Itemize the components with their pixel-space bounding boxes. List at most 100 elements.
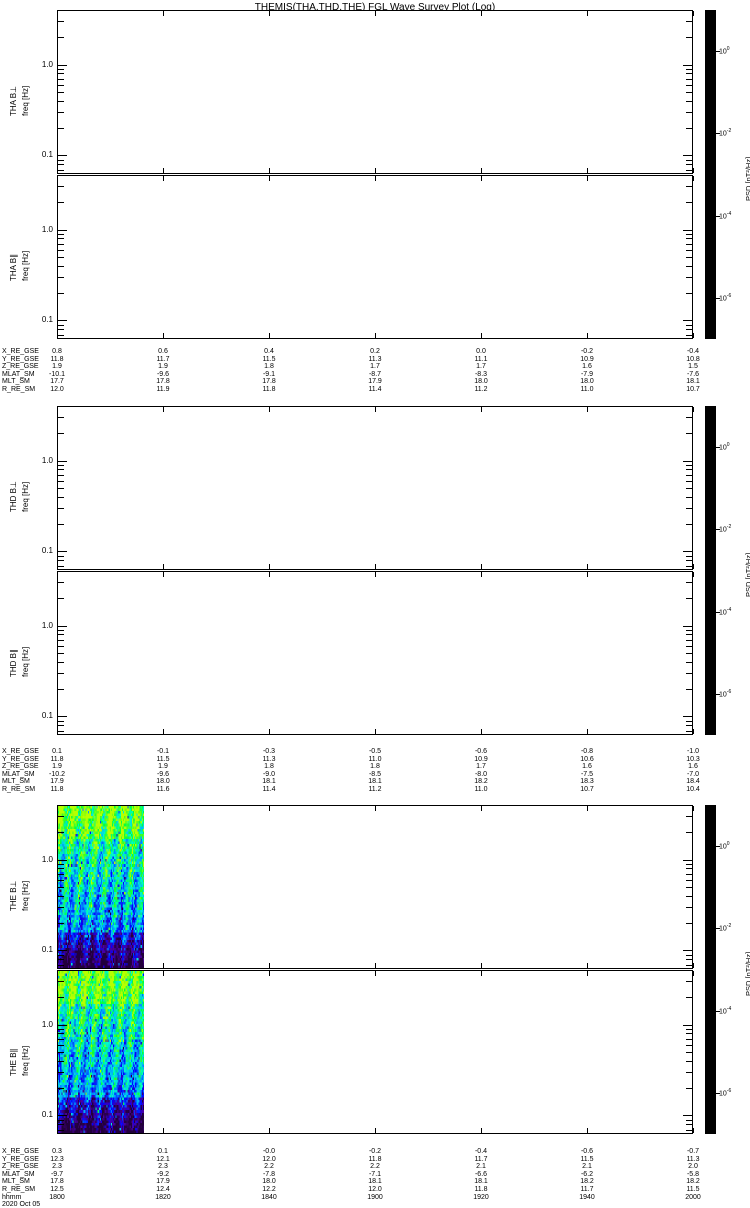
colorbar-title: PSD [nT²/Hz] bbox=[744, 951, 750, 996]
x-tick bbox=[587, 564, 588, 569]
ephemeris-value: 1.7 bbox=[476, 363, 486, 371]
y-tick bbox=[686, 662, 692, 663]
ephemeris-value: 18.4 bbox=[686, 778, 700, 786]
ephemeris-value: 11.8 bbox=[50, 355, 64, 363]
y-tick bbox=[58, 640, 64, 641]
ephemeris-value: 17.8 bbox=[50, 1178, 64, 1186]
x-tick bbox=[587, 176, 588, 181]
colorbar-tick bbox=[716, 1011, 720, 1012]
ephemeris-value: 11.7 bbox=[156, 355, 170, 363]
x-tick bbox=[269, 407, 270, 412]
ephemeris-value: -8.5 bbox=[368, 770, 382, 778]
ephemeris-value: 18.1 bbox=[686, 378, 700, 386]
ephemeris-value: 11.0 bbox=[474, 786, 488, 793]
x-tick bbox=[269, 564, 270, 569]
colorbar-tick bbox=[716, 133, 720, 134]
x-tick bbox=[57, 333, 58, 338]
date-label: 2020 Oct 05 bbox=[2, 1201, 41, 1208]
ephemeris-value: 11.4 bbox=[262, 786, 276, 793]
y-tick bbox=[58, 868, 64, 869]
y-tick bbox=[686, 653, 692, 654]
x-tick bbox=[587, 333, 588, 338]
x-axis-time-label: 1840 bbox=[261, 1193, 277, 1201]
x-tick bbox=[481, 333, 482, 338]
x-tick bbox=[375, 806, 376, 811]
x-tick bbox=[693, 963, 694, 968]
ephemeris-value: 11.7 bbox=[580, 1186, 594, 1193]
ephemeris-row-label: MLAT_SM bbox=[2, 1170, 35, 1178]
y-tick bbox=[58, 230, 67, 231]
y-tick bbox=[686, 524, 692, 525]
y-tick bbox=[58, 896, 64, 897]
y-tick bbox=[58, 475, 64, 476]
colorbar-tick bbox=[716, 846, 720, 847]
y-tick bbox=[686, 959, 692, 960]
x-tick bbox=[693, 168, 694, 173]
x-tick bbox=[57, 729, 58, 734]
ephemeris-value: 18.0 bbox=[474, 378, 488, 386]
x-tick bbox=[481, 806, 482, 811]
colorbar-2 bbox=[705, 805, 716, 1134]
ephemeris-row-label: X_RE_GSE bbox=[2, 1148, 39, 1155]
y-tick bbox=[686, 238, 692, 239]
x-tick bbox=[693, 971, 694, 976]
y-tick bbox=[686, 406, 692, 407]
ephemeris-row-label: MLAT_SM bbox=[2, 770, 35, 778]
y-tick bbox=[58, 21, 64, 22]
ephemeris-value: -9.1 bbox=[262, 370, 276, 378]
x-tick bbox=[693, 176, 694, 181]
x-tick bbox=[375, 1128, 376, 1133]
colorbar-gradient bbox=[706, 806, 715, 1133]
y-tick bbox=[686, 1124, 692, 1125]
y-tick bbox=[686, 981, 692, 982]
y-tick bbox=[686, 970, 692, 971]
ephemeris-value: -7.1 bbox=[368, 1170, 382, 1178]
x-tick bbox=[269, 333, 270, 338]
x-tick bbox=[269, 168, 270, 173]
colorbar-tick-label: 10-6 bbox=[719, 292, 732, 303]
y-tick bbox=[686, 1045, 692, 1046]
y-tick bbox=[686, 69, 692, 70]
y-tick bbox=[58, 880, 64, 881]
y-tick bbox=[686, 79, 692, 80]
ephemeris-value: 10.9 bbox=[580, 355, 594, 363]
panel-the-bperp bbox=[57, 805, 693, 969]
ephemeris-value: -10.1 bbox=[49, 370, 65, 378]
ephemeris-row-label: Y_RE_GSE bbox=[2, 355, 39, 363]
colorbar-tick-label: 10-4 bbox=[719, 1005, 732, 1015]
ephemeris-value: 1.8 bbox=[264, 763, 274, 771]
ephemeris-value: 10.4 bbox=[686, 786, 700, 793]
y-tick bbox=[686, 175, 692, 176]
x-tick bbox=[269, 176, 270, 181]
ephemeris-value: 10.7 bbox=[686, 386, 700, 393]
x-tick bbox=[693, 1128, 694, 1133]
x-tick bbox=[163, 333, 164, 338]
x-tick bbox=[481, 729, 482, 734]
ephemeris-row-label: MLT_SM bbox=[2, 1178, 30, 1186]
y-tick bbox=[686, 465, 692, 466]
ephemeris-value: 11.5 bbox=[686, 1186, 700, 1193]
x-tick bbox=[57, 806, 58, 811]
ephemeris-value: -0.2 bbox=[580, 348, 594, 355]
y-tick bbox=[58, 293, 64, 294]
x-tick bbox=[375, 407, 376, 412]
ephemeris-value: 1.5 bbox=[688, 363, 698, 371]
ephemeris-row-label: R_RE_SM bbox=[2, 1186, 36, 1193]
y-tick bbox=[58, 816, 64, 817]
ephemeris-value: 10.3 bbox=[686, 755, 700, 763]
y-tick bbox=[58, 950, 67, 951]
x-tick bbox=[163, 564, 164, 569]
y-tick bbox=[58, 646, 64, 647]
ephemeris-row-label: X_RE_GSE bbox=[2, 348, 39, 355]
x-tick bbox=[163, 1128, 164, 1133]
x-tick bbox=[481, 572, 482, 577]
ephemeris-value: 18.0 bbox=[156, 778, 170, 786]
x-tick bbox=[481, 176, 482, 181]
y-tick bbox=[686, 1029, 692, 1030]
ephemeris-value: 1.9 bbox=[158, 763, 168, 771]
ephemeris-value: 11.1 bbox=[474, 355, 488, 363]
ephemeris-value: -9.7 bbox=[50, 1170, 64, 1178]
ephemeris-value: -0.6 bbox=[474, 748, 488, 755]
y-tick bbox=[58, 725, 64, 726]
